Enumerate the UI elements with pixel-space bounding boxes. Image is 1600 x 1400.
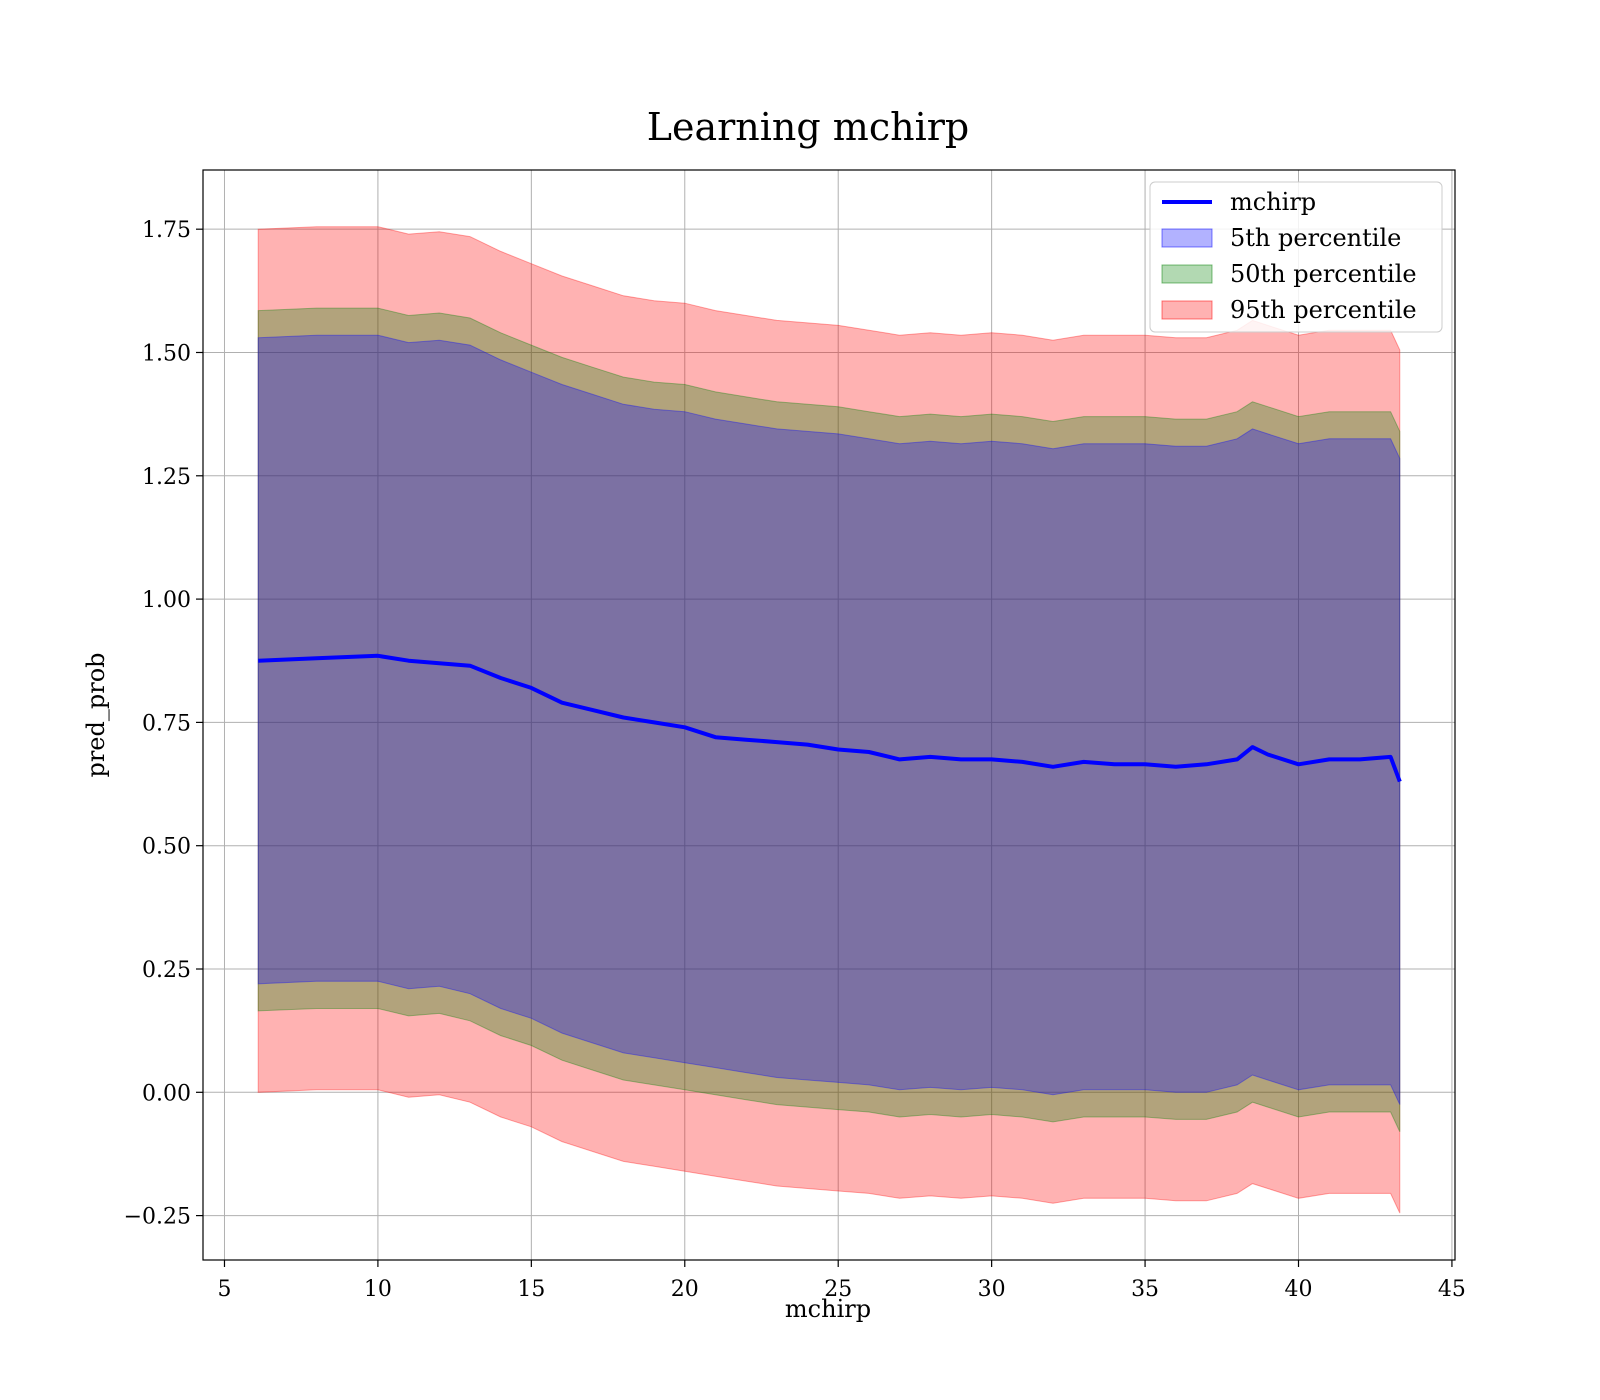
y-tick-label: 0.75: [142, 711, 191, 736]
x-tick-label: 15: [517, 1277, 545, 1302]
band-95th-percentile: [257, 226, 1401, 1214]
y-tick-label: 1.00: [142, 588, 191, 613]
y-tick-label: −0.25: [124, 1205, 191, 1230]
x-axis-label: mchirp: [785, 1295, 871, 1323]
y-tick-label: 0.50: [142, 835, 191, 860]
y-tick-label: 0.25: [142, 958, 191, 983]
x-tick-label: 10: [364, 1277, 392, 1302]
band-50th-percentile: [257, 307, 1401, 1133]
legend-swatch-95th-percentile: [1161, 300, 1213, 320]
chart-title: Learning mchirp: [647, 105, 969, 149]
legend-label-mchirp: mchirp: [1230, 188, 1316, 216]
legend-label-5th-percentile: 5th percentile: [1230, 224, 1401, 252]
x-tick-label: 25: [824, 1277, 852, 1302]
plot-area: 5 10 15 20 25 30 35 40 45 −0.25 0.00 0.25 0.50 0.75 1.…: [124, 169, 1466, 1302]
x-tick-label: 5: [217, 1277, 231, 1302]
y-tick-label: 0.00: [142, 1081, 191, 1106]
y-tick-label: 1.75: [142, 218, 191, 243]
legend-swatch-5th-percentile: [1161, 228, 1213, 248]
x-tick-label: 45: [1438, 1277, 1466, 1302]
y-axis-label: pred_prob: [82, 652, 110, 777]
x-tick-label: 35: [1131, 1277, 1159, 1302]
legend: mchirp 5th percentile 50th percentile 95th …: [1149, 181, 1443, 333]
y-tick-label: 1.50: [142, 341, 191, 366]
legend-box: [1149, 181, 1443, 333]
axes-frame: [202, 169, 1456, 1261]
line-mchirp: [258, 653, 1402, 783]
legend-label-50th-percentile: 50th percentile: [1230, 260, 1417, 288]
y-tick-label: 1.25: [142, 465, 191, 490]
x-tick-label: 40: [1285, 1277, 1313, 1302]
legend-swatch-50th-percentile: [1161, 264, 1213, 284]
band-5th-percentile: [257, 334, 1401, 1105]
legend-label-95th-percentile: 95th percentile: [1230, 296, 1417, 324]
x-tick-label: 20: [671, 1277, 699, 1302]
x-tick-label: 30: [978, 1277, 1006, 1302]
